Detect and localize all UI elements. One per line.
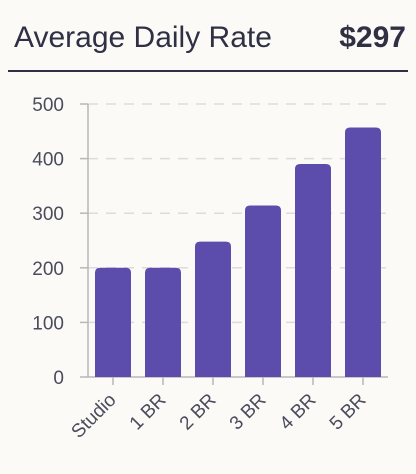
y-tick-label-100: 100	[32, 313, 64, 334]
x-tick-label-3-br: 3 BR	[226, 390, 271, 435]
chart-title: Average Daily Rate	[14, 21, 272, 54]
x-tick-labels: Studio 1 BR 2 BR 3 BR 4 BR 5 BR	[68, 390, 371, 443]
y-tick-label-0: 0	[53, 368, 64, 389]
bar-5-br	[345, 127, 381, 377]
average-rate-value: $297	[339, 21, 406, 54]
bar-4-br	[295, 164, 331, 377]
bar-3-br	[245, 205, 281, 377]
y-tick-labels: 0 100 200 300 400 500	[32, 95, 64, 389]
x-tick-label-1-br: 1 BR	[126, 390, 171, 435]
y-tick-label-200: 200	[32, 259, 64, 280]
bars	[95, 127, 381, 377]
axes	[80, 103, 388, 385]
bar-studio	[95, 267, 131, 377]
bar-2-br	[195, 241, 231, 377]
y-tick-label-500: 500	[32, 95, 64, 116]
x-tick-label-studio: Studio	[68, 390, 121, 443]
y-tick-label-300: 300	[32, 204, 64, 225]
gridlines	[88, 103, 388, 324]
x-tick-label-2-br: 2 BR	[176, 390, 221, 435]
y-tick-label-400: 400	[32, 150, 64, 171]
x-tick-label-5-br: 5 BR	[326, 390, 371, 435]
x-tick-label-4-br: 4 BR	[276, 390, 321, 435]
bar-1-br	[145, 267, 181, 377]
card-header: Average Daily Rate $297	[8, 0, 408, 72]
